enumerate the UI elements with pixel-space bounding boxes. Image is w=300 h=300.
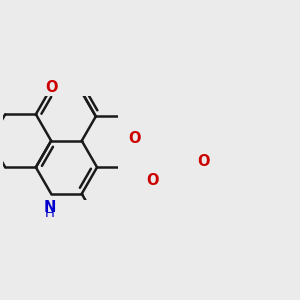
Text: O: O	[45, 80, 57, 95]
Text: N: N	[44, 200, 56, 215]
Text: O: O	[129, 131, 141, 146]
Text: O: O	[146, 172, 159, 188]
Text: H: H	[45, 208, 55, 220]
Text: O: O	[197, 154, 209, 169]
